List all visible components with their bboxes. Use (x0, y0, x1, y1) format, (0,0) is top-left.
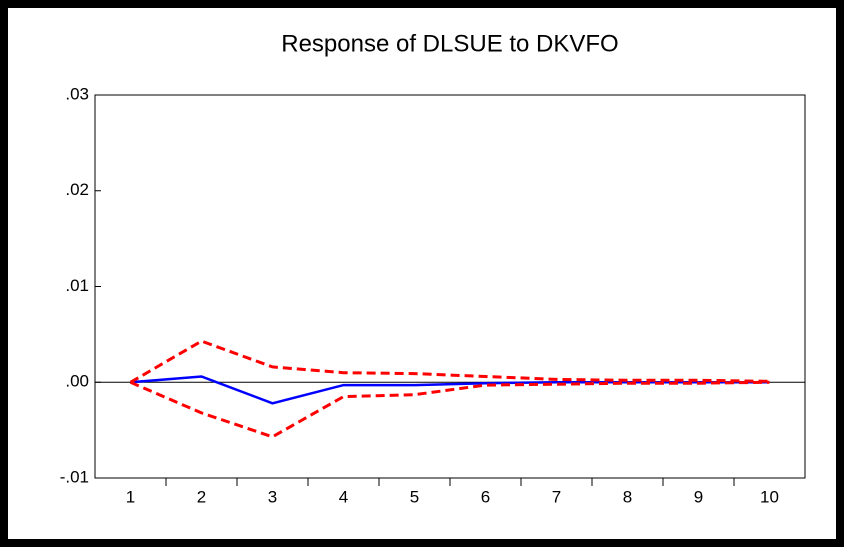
x-tick-label: 8 (623, 487, 632, 506)
x-tick-label: 4 (339, 487, 348, 506)
x-tick-label: 9 (694, 487, 703, 506)
y-tick-label: .03 (65, 84, 89, 103)
series-line (129, 339, 770, 384)
y-tick-label: .02 (65, 180, 89, 199)
x-tick-label: 10 (760, 487, 779, 506)
y-tick-label: -.01 (60, 467, 89, 486)
x-tick-label: 5 (410, 487, 419, 506)
x-tick-label: 6 (481, 487, 490, 506)
series-line (129, 380, 770, 439)
x-tick-label: 3 (268, 487, 277, 506)
y-tick-label: .00 (65, 372, 89, 391)
x-tick-label: 7 (552, 487, 561, 506)
x-tick-label: 2 (197, 487, 206, 506)
chart-title: Response of DLSUE to DKVFO (281, 30, 618, 57)
x-tick-label: 1 (126, 487, 135, 506)
y-tick-label: .01 (65, 276, 89, 295)
